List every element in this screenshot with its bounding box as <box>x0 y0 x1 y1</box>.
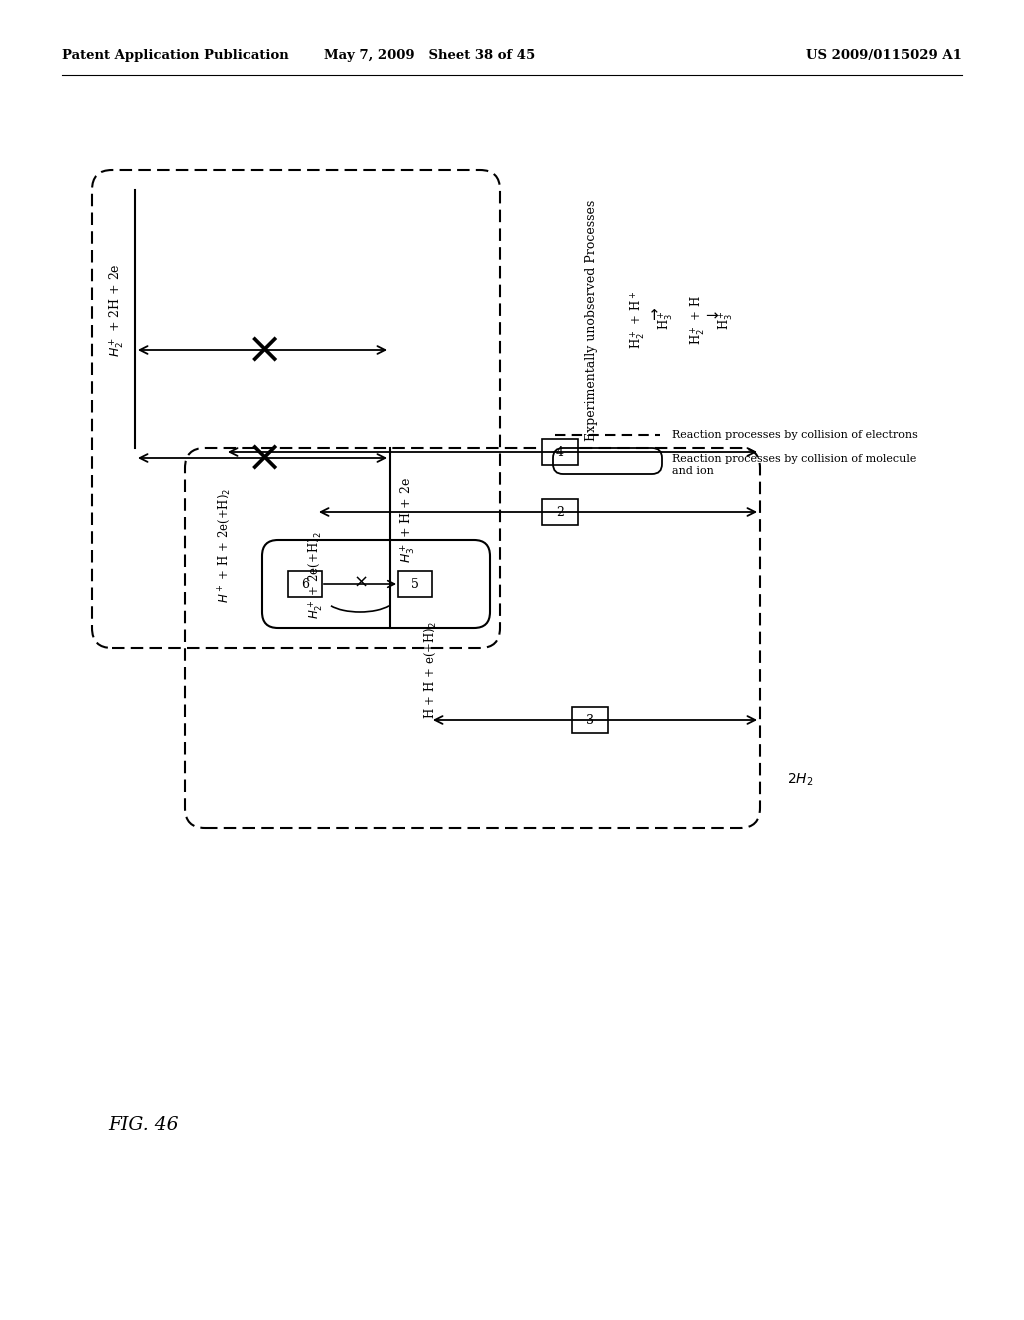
FancyBboxPatch shape <box>572 708 608 733</box>
Text: H$_3^+$: H$_3^+$ <box>656 310 676 330</box>
Text: 6: 6 <box>301 578 309 590</box>
Text: $H_3^+$ + H + 2e: $H_3^+$ + H + 2e <box>398 477 418 562</box>
Text: H$_2^+$ + H: H$_2^+$ + H <box>688 296 708 345</box>
Text: Reaction processes by collision of molecule
and ion: Reaction processes by collision of molec… <box>672 454 916 475</box>
Text: $H_2^+$ + 2H + 2e: $H_2^+$ + 2H + 2e <box>108 263 126 356</box>
Text: Reaction processes by collision of electrons: Reaction processes by collision of elect… <box>672 430 918 440</box>
FancyBboxPatch shape <box>398 572 432 597</box>
Text: $\times$: $\times$ <box>246 329 279 372</box>
FancyBboxPatch shape <box>542 440 578 465</box>
Text: FIG. 46: FIG. 46 <box>108 1115 178 1134</box>
Text: Experimentally unobserved Processes: Experimentally unobserved Processes <box>586 199 598 441</box>
FancyBboxPatch shape <box>542 499 578 525</box>
Text: $\times$: $\times$ <box>246 437 279 479</box>
Text: H$_3^+$: H$_3^+$ <box>717 310 735 330</box>
Text: 2: 2 <box>556 506 564 519</box>
Text: 5: 5 <box>411 578 419 590</box>
Text: H$_2^+$ + H$^+$: H$_2^+$ + H$^+$ <box>629 290 647 348</box>
Text: $H^+$ + H + 2e(+H$)_2$: $H^+$ + H + 2e(+H$)_2$ <box>217 487 233 603</box>
Text: $2H_2$: $2H_2$ <box>786 772 813 788</box>
Text: 4: 4 <box>556 446 564 458</box>
Text: $\times$: $\times$ <box>352 573 368 591</box>
FancyBboxPatch shape <box>288 572 322 597</box>
Text: May 7, 2009   Sheet 38 of 45: May 7, 2009 Sheet 38 of 45 <box>325 49 536 62</box>
Text: US 2009/0115029 A1: US 2009/0115029 A1 <box>806 49 962 62</box>
Text: H + H + e(+H$)_2$: H + H + e(+H$)_2$ <box>422 620 437 719</box>
Text: $\rightarrow$: $\rightarrow$ <box>703 308 721 322</box>
Text: Patent Application Publication: Patent Application Publication <box>62 49 289 62</box>
Text: 3: 3 <box>586 714 594 726</box>
Text: $\uparrow$: $\uparrow$ <box>645 308 659 322</box>
Text: $H_2^+$ + 2e(+H$)_2$: $H_2^+$ + 2e(+H$)_2$ <box>306 531 326 619</box>
